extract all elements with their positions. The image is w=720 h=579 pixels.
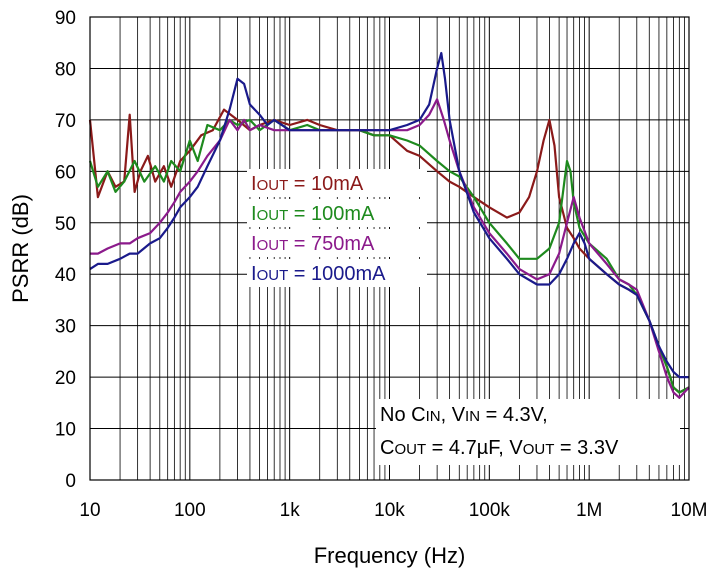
x-tick-label: 100k [469,500,511,521]
x-tick-label: 10M [671,500,708,521]
series-layer [88,51,690,399]
y-tick-label: 20 [55,368,76,389]
conditions-annotation: No CIN, VIN = 4.3V, COUT = 4.7µF, VOUT = … [376,399,680,465]
x-tick-label: 10k [374,500,405,521]
legend: IOUT = 10mA IOUT = 100mA IOUT = 750mA IOUT … [247,169,427,287]
annotation-line-2: COUT = 4.7µF, VOUT = 3.3V [380,437,619,459]
y-tick-label: 40 [55,265,76,286]
plot-frame [89,16,690,481]
x-tick-label: 1k [280,500,301,521]
y-axis-title: PSRR (dB) [8,194,33,303]
x-tick-label: 1M [576,500,602,521]
legend-entry-bg [247,169,427,197]
y-tick-label: 90 [55,8,76,29]
legend-entry-4: IOUT = 1000mA [251,263,386,285]
y-tick-label: 60 [55,162,76,183]
y-tick-label: 80 [55,59,76,80]
y-tick-label: 0 [65,471,76,492]
x-axis-title: Frequency (Hz) [314,543,466,568]
legend-entry-bg [247,199,427,227]
series-line-3 [90,98,690,399]
y-tick-label: 10 [55,420,76,441]
y-tick-label: 50 [55,214,76,235]
series-line-4 [89,51,689,379]
y-tick-label: 70 [55,111,76,132]
series-line-2 [88,118,690,394]
annotation-bg [376,399,680,465]
annotation-line-1: No CIN, VIN = 4.3V, [380,404,548,426]
x-tick-label: 10 [79,500,100,521]
legend-entry-bg [247,229,427,257]
legend-entry-1: IOUT = 10mA [251,173,364,195]
x-tick-label: 100 [174,500,206,521]
legend-entry-2: IOUT = 100mA [251,203,375,225]
legend-entry-3: IOUT = 750mA [251,233,375,255]
y-tick-label: 30 [55,317,76,338]
legend-entry-bg [247,259,427,287]
